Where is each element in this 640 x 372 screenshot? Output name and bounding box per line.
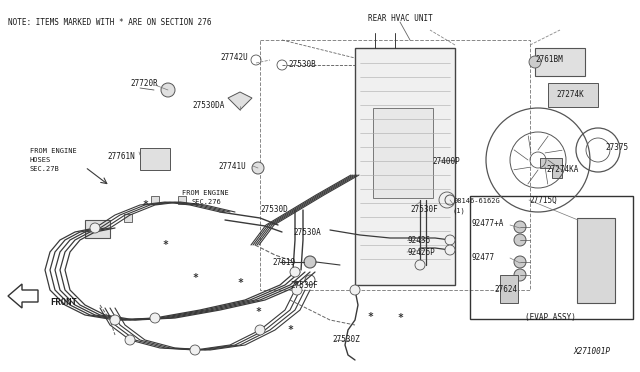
Text: 27530Z: 27530Z <box>332 335 360 344</box>
Circle shape <box>514 221 526 233</box>
Bar <box>373 108 433 198</box>
Bar <box>85 220 110 238</box>
Bar <box>548 83 598 107</box>
Text: *: * <box>255 307 261 317</box>
Text: 92477+A: 92477+A <box>472 219 504 228</box>
Text: *: * <box>367 312 373 322</box>
Bar <box>500 275 518 303</box>
Text: 27720R: 27720R <box>130 79 157 88</box>
Text: 27530A: 27530A <box>293 228 321 237</box>
Polygon shape <box>540 158 562 178</box>
Text: 27274K: 27274K <box>556 90 584 99</box>
Text: 27741U: 27741U <box>218 162 246 171</box>
Text: X271001P: X271001P <box>573 347 610 356</box>
Circle shape <box>292 285 302 295</box>
Text: 92477: 92477 <box>472 253 495 262</box>
Text: SEC.276: SEC.276 <box>192 199 221 205</box>
Text: *: * <box>192 273 198 283</box>
Text: 27761N: 27761N <box>107 152 135 161</box>
Bar <box>96 221 104 229</box>
Circle shape <box>255 325 265 335</box>
Text: 27742U: 27742U <box>220 53 248 62</box>
Text: 27530F: 27530F <box>290 281 317 290</box>
Text: REAR HVAC UNIT: REAR HVAC UNIT <box>367 14 433 23</box>
Circle shape <box>150 313 160 323</box>
Text: 27375: 27375 <box>605 143 628 152</box>
Text: *: * <box>237 278 243 288</box>
Circle shape <box>350 285 360 295</box>
Text: *: * <box>287 325 293 335</box>
Text: FRONT: FRONT <box>50 298 77 307</box>
Text: 27619: 27619 <box>272 258 295 267</box>
Text: (1): (1) <box>453 207 466 214</box>
Text: 27624: 27624 <box>494 285 517 294</box>
Bar <box>140 148 170 170</box>
Circle shape <box>90 223 100 233</box>
Text: 27274KA: 27274KA <box>546 165 579 174</box>
Circle shape <box>415 260 425 270</box>
Text: 92426P: 92426P <box>407 248 435 257</box>
Text: *: * <box>397 313 403 323</box>
Circle shape <box>110 315 120 325</box>
Bar <box>577 218 615 303</box>
Circle shape <box>252 162 264 174</box>
Text: *: * <box>292 280 298 290</box>
Text: 27530F: 27530F <box>410 205 438 214</box>
Bar <box>355 48 455 285</box>
Polygon shape <box>8 284 38 308</box>
Circle shape <box>161 83 175 97</box>
Text: HOSES: HOSES <box>30 157 51 163</box>
Circle shape <box>445 245 455 255</box>
Circle shape <box>514 234 526 246</box>
Text: 27530DA: 27530DA <box>192 101 225 110</box>
Text: SEC.27B: SEC.27B <box>30 166 60 172</box>
Text: 92436: 92436 <box>407 236 430 245</box>
Bar <box>535 48 585 76</box>
Text: *: * <box>162 240 168 250</box>
Circle shape <box>125 335 135 345</box>
Circle shape <box>445 235 455 245</box>
Bar <box>178 196 186 204</box>
Text: NOTE: ITEMS MARKED WITH * ARE ON SECTION 276: NOTE: ITEMS MARKED WITH * ARE ON SECTION… <box>8 18 211 27</box>
Bar <box>470 196 633 319</box>
Circle shape <box>304 256 316 268</box>
Text: (EVAP ASSY): (EVAP ASSY) <box>525 313 575 322</box>
Text: 27530B: 27530B <box>288 60 316 69</box>
Polygon shape <box>228 92 252 110</box>
Text: 27715Q: 27715Q <box>529 196 557 205</box>
Text: 2761BM: 2761BM <box>535 55 563 64</box>
Circle shape <box>290 267 300 277</box>
Circle shape <box>190 345 200 355</box>
Circle shape <box>514 269 526 281</box>
Text: *: * <box>142 200 148 210</box>
Circle shape <box>529 56 541 68</box>
Bar <box>151 196 159 204</box>
Text: 27400P: 27400P <box>432 157 460 166</box>
Text: FROM ENGINE: FROM ENGINE <box>182 190 228 196</box>
Circle shape <box>514 256 526 268</box>
Text: 08146-6162G: 08146-6162G <box>453 198 500 204</box>
Bar <box>124 214 132 222</box>
Text: FROM ENGINE: FROM ENGINE <box>30 148 77 154</box>
Text: 27530D: 27530D <box>260 205 288 214</box>
